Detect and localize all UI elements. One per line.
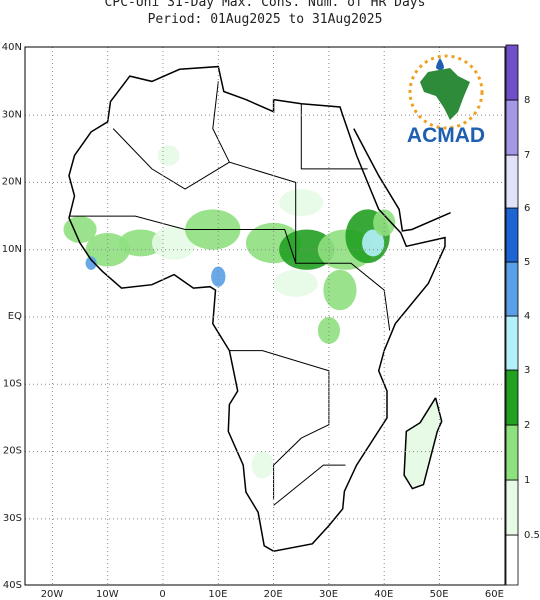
rain-area	[279, 189, 324, 217]
rain-area	[211, 266, 226, 287]
lon-label: 20E	[264, 589, 283, 600]
colorbar-swatch	[505, 424, 519, 481]
colorbar-swatch	[505, 479, 519, 536]
lat-label: 40S	[3, 580, 22, 591]
colorbar-label: 3	[524, 365, 530, 376]
rain-area	[251, 451, 274, 479]
lon-label: 50E	[430, 589, 449, 600]
acmad-logo: ACMAD	[407, 54, 485, 147]
rain-area	[373, 209, 396, 237]
colorbar-label: 6	[524, 203, 530, 214]
colorbar-label: 4	[524, 311, 530, 322]
lat-label: 30S	[3, 513, 22, 524]
rain-area	[85, 232, 130, 267]
coastline	[68, 65, 446, 552]
lat-label: 20S	[3, 446, 22, 457]
rain-area	[279, 229, 335, 270]
colorbar-label: 2	[524, 420, 530, 431]
colorbar-swatch	[505, 534, 519, 586]
rain-area	[317, 317, 340, 344]
lon-label: 0	[159, 589, 165, 600]
lat-label: 10N	[2, 244, 22, 255]
lon-label: 10E	[208, 589, 227, 600]
rain-area	[362, 229, 385, 257]
colorbar-label: 1	[524, 475, 530, 486]
map-frame	[24, 46, 506, 586]
subtitle: Period: 01Aug2025 to 31Aug2025	[148, 12, 383, 27]
rain-area	[157, 145, 180, 166]
colorbar-swatch	[505, 261, 519, 317]
rain-area	[323, 269, 357, 311]
rain-area	[273, 269, 318, 297]
lat-label: 30N	[2, 109, 22, 120]
arabia-coast	[353, 128, 451, 232]
borders	[69, 81, 391, 506]
colorbar-swatch	[505, 99, 519, 156]
lat-label: 20N	[2, 177, 22, 188]
lon-label: 30E	[319, 589, 338, 600]
lat-label: 10S	[3, 378, 22, 389]
lon-label: 40E	[374, 589, 393, 600]
rain-area	[85, 256, 97, 270]
colorbar-label: 8	[524, 95, 530, 106]
colorbar-label: 5	[524, 257, 530, 268]
logo-drop	[436, 58, 444, 70]
logo-rays	[408, 54, 484, 130]
colorbar-swatch	[505, 44, 519, 101]
colorbar-swatch	[505, 369, 519, 426]
colorbar-label: 7	[524, 150, 530, 161]
colorbar-label: 0.5	[524, 530, 540, 541]
map-layer	[25, 47, 505, 585]
lon-label: 60E	[485, 589, 504, 600]
title: CPC-Uni 31-Day Max. Cons. Num. of HR Day…	[105, 0, 426, 10]
lat-label: 40N	[2, 42, 22, 53]
lat-label: EQ	[8, 311, 22, 322]
colorbar-swatch	[505, 315, 519, 371]
lon-label: 20W	[41, 589, 64, 600]
logo-text: ACMAD	[407, 124, 485, 147]
logo-africa	[420, 68, 470, 120]
colorbar-swatch	[505, 154, 519, 209]
colorbar-swatch	[505, 207, 519, 263]
lon-label: 10W	[96, 589, 119, 600]
madagascar	[403, 397, 443, 490]
